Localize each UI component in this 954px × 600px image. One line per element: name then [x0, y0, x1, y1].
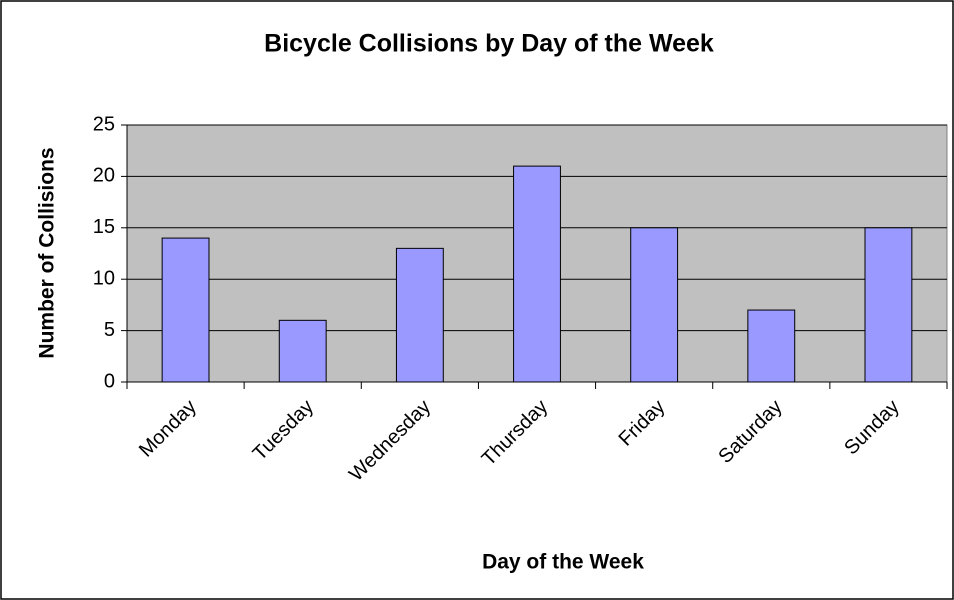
bar — [161, 237, 210, 383]
x-axis-label: Day of the Week — [482, 551, 644, 574]
bar — [278, 319, 327, 383]
y-axis-label: Number of Collisions — [36, 147, 59, 358]
y-tick-label: 5 — [104, 319, 115, 341]
bar — [630, 227, 679, 383]
bar — [747, 309, 796, 383]
y-tick-label: 20 — [93, 165, 115, 187]
chart-title: Bicycle Collisions by Day of the Week — [264, 30, 714, 58]
bar — [395, 247, 444, 383]
y-tick-label: 25 — [93, 113, 115, 135]
bar — [513, 165, 561, 383]
y-tick-label: 0 — [104, 370, 115, 392]
y-tick-label: 10 — [93, 267, 115, 289]
y-tick-label: 15 — [93, 216, 115, 238]
bar — [864, 227, 913, 383]
